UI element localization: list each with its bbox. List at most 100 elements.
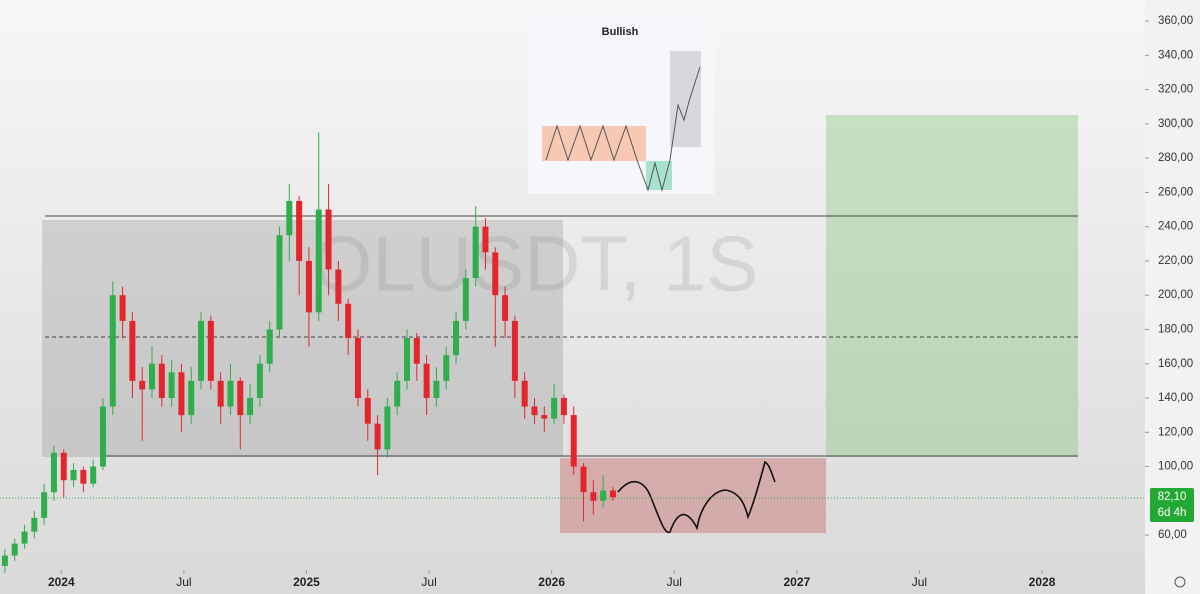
candle-body — [109, 295, 116, 407]
x-tick-label: Jul — [176, 575, 191, 589]
inset-target — [670, 51, 701, 147]
candle-body — [453, 320, 460, 356]
candle-body — [335, 269, 342, 304]
inset-path — [545, 66, 701, 192]
y-tick-label: 280,00 — [1158, 152, 1193, 164]
candle-body — [50, 452, 57, 493]
y-tick-label: 320,00 — [1158, 84, 1193, 96]
candle-body — [1, 555, 8, 566]
candle-body — [188, 380, 195, 416]
candle-body — [168, 372, 175, 398]
candle-body — [423, 363, 430, 398]
watermark: OLUSDT, 1S — [312, 220, 758, 308]
inset-range — [542, 126, 646, 161]
candle-body — [462, 278, 469, 321]
candle-body — [482, 226, 489, 253]
candle-body — [21, 531, 28, 544]
target-zone — [826, 115, 1078, 457]
candle-body — [227, 380, 234, 407]
candle-body — [590, 492, 597, 501]
x-tick-label: 2025 — [293, 575, 320, 589]
candle-body — [296, 200, 303, 261]
y-tick-label: 220,00 — [1158, 255, 1193, 267]
last-price-label: 82,10 — [1158, 491, 1187, 503]
candle-body — [600, 490, 607, 501]
settings-icon[interactable] — [1174, 576, 1186, 588]
y-tick-label: 120,00 — [1158, 426, 1193, 438]
candle-body — [90, 466, 97, 484]
candle-body — [325, 209, 332, 270]
candle-body — [11, 543, 18, 556]
candle-body — [80, 469, 87, 484]
candle-body — [60, 452, 67, 481]
candle-body — [276, 235, 283, 330]
candle-body — [354, 338, 361, 398]
candle-body — [404, 338, 411, 381]
x-tick-label: 2028 — [1029, 575, 1056, 589]
candle-body — [305, 260, 312, 313]
countdown: 6d 4h — [1158, 507, 1187, 519]
candle-body — [570, 415, 577, 467]
y-tick-label: 160,00 — [1158, 358, 1193, 370]
y-tick-label: 180,00 — [1158, 323, 1193, 335]
candle-body — [149, 363, 156, 390]
candle-body — [394, 380, 401, 407]
candle-body — [70, 469, 77, 481]
projection-path — [617, 460, 776, 534]
candle-body — [266, 329, 273, 364]
x-tick-label: 2026 — [538, 575, 565, 589]
candle-body — [158, 363, 165, 398]
x-tick-label: Jul — [667, 575, 682, 589]
candle-body — [560, 397, 567, 416]
y-tick-label: 140,00 — [1158, 392, 1193, 404]
candle-body — [256, 363, 263, 398]
candle-body — [472, 226, 479, 279]
inset: Bullish — [528, 18, 714, 194]
candle-body — [374, 423, 381, 450]
candle-body — [413, 338, 420, 364]
y-tick-label: 240,00 — [1158, 221, 1193, 233]
candle-body — [492, 252, 499, 296]
inset-title: Bullish — [602, 26, 639, 38]
x-tick-label: Jul — [912, 575, 927, 589]
candle-body — [502, 295, 509, 321]
candle-body — [217, 380, 224, 407]
candle-body — [31, 517, 38, 532]
candle-body — [580, 466, 587, 493]
candle-body — [139, 380, 146, 390]
last-price-badge — [1150, 488, 1194, 522]
y-tick-label: 60,00 — [1158, 529, 1187, 541]
x-tick-label: Jul — [421, 575, 436, 589]
candle-body — [364, 397, 371, 424]
y-tick-label: 260,00 — [1158, 186, 1193, 198]
candle-body — [345, 303, 352, 339]
x-tick-label: 2027 — [783, 575, 810, 589]
candle-body — [178, 372, 185, 416]
candle-body — [541, 415, 548, 419]
candle-body — [286, 200, 293, 236]
candle-body — [511, 320, 518, 381]
candle-body — [551, 397, 558, 419]
candle-body — [247, 397, 254, 416]
y-tick-label: 340,00 — [1158, 49, 1193, 61]
y-tick-label: 300,00 — [1158, 118, 1193, 130]
candle-body — [521, 380, 528, 407]
candle-body — [384, 406, 391, 450]
x-tick-label: 2024 — [48, 575, 75, 589]
candle-body — [443, 355, 450, 381]
inset-accum — [646, 161, 672, 190]
candle-body — [41, 492, 48, 518]
y-tick-label: 360,00 — [1158, 15, 1193, 27]
candle-body — [531, 406, 538, 416]
y-tick-label: 100,00 — [1158, 461, 1193, 473]
candle-body — [433, 380, 440, 398]
candle-body — [609, 490, 616, 498]
candle-body — [237, 380, 244, 416]
candle-body — [119, 295, 126, 321]
y-tick-label: 200,00 — [1158, 289, 1193, 301]
candle-body — [315, 209, 322, 313]
candle-body — [207, 320, 214, 381]
candle-body — [129, 320, 136, 381]
candle-body — [99, 406, 106, 467]
